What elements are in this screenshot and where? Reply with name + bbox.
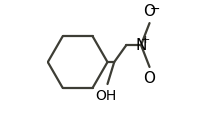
- Text: O: O: [143, 4, 155, 19]
- Text: N: N: [135, 38, 147, 53]
- Text: +: +: [141, 35, 150, 45]
- Text: OH: OH: [96, 89, 117, 103]
- Text: O: O: [143, 71, 155, 86]
- Text: −: −: [149, 3, 160, 16]
